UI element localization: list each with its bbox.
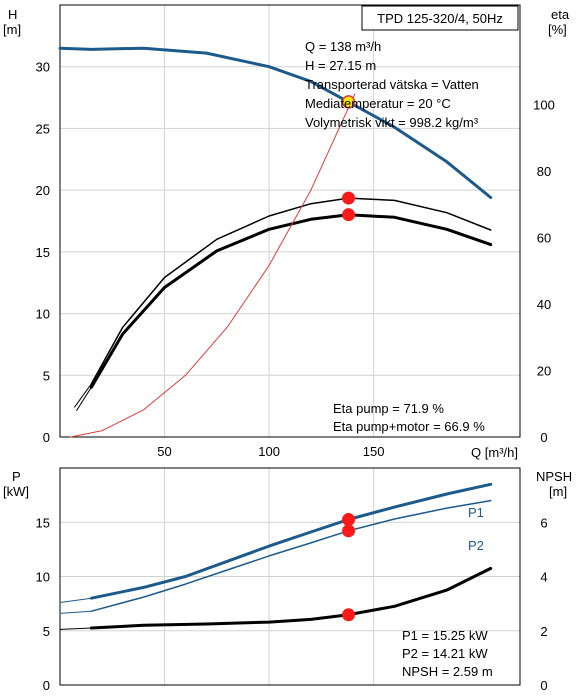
bottom-grid	[60, 468, 520, 685]
system-curve	[70, 93, 356, 438]
eta-text-block: Eta pump = 71.9 % Eta pump+motor = 66.9 …	[333, 401, 485, 434]
title-box: TPD 125-320/4, 50Hz	[361, 5, 519, 31]
duty-point-marker	[341, 95, 356, 109]
top-curve-extension	[74, 383, 92, 408]
top-right-axis-label-2: [%]	[548, 22, 567, 37]
top-left-tick-label: 10	[36, 307, 50, 322]
bot-left-tick-label: 5	[43, 624, 50, 639]
bottom-markers	[342, 513, 356, 622]
top-left-tick-label: 25	[36, 121, 50, 136]
eta-pump-motor-curve	[89, 213, 493, 389]
bot-right-tick-label: 4	[540, 570, 547, 585]
p1-curve	[89, 482, 493, 600]
x-tick-label: 100	[258, 444, 280, 459]
top-right-tick-label: 40	[537, 297, 551, 312]
bot-right-tick-label: 6	[540, 515, 547, 530]
top-left-axis-label-1: H	[8, 7, 17, 22]
top-tick-labels: 0 5 10 15 20 25 30 0 20 40 60 80 100 50 100 150	[36, 60, 555, 459]
top-left-tick-label: 5	[43, 368, 50, 383]
bot-left-tick-label: 15	[36, 515, 50, 530]
top-curve-extension	[76, 386, 92, 411]
top-left-tick-label: 15	[36, 245, 50, 260]
top-left-tick-label: 30	[36, 60, 50, 75]
top-left-tick-label: 20	[36, 183, 50, 198]
bot-right-tick-label: 0	[540, 678, 547, 693]
operating-point-marker	[342, 191, 356, 205]
npsh-value-text: NPSH = 2.59 m	[402, 664, 493, 679]
p2-value-text: P2 = 14.21 kW	[402, 646, 488, 661]
bot-left-tick-label: 10	[36, 570, 50, 585]
info-line-q: Q = 138 m³/h	[305, 39, 381, 54]
top-right-tick-label: 20	[537, 364, 551, 379]
top-series	[58, 46, 493, 438]
operating-point-marker	[342, 513, 356, 527]
series-label-p2: P2	[468, 538, 484, 553]
top-left-axis-label-2: [m]	[3, 22, 21, 37]
x-axis-label: Q [m³/h]	[471, 445, 518, 460]
top-right-tick-label: 100	[533, 98, 555, 113]
bottom-plot-frame	[59, 467, 521, 686]
info-text-block: Q = 138 m³/h H = 27.15 m Transporterad v…	[305, 39, 479, 130]
bottom-left-axis-label-1: P	[12, 469, 21, 484]
bot-left-tick-label: 0	[43, 678, 50, 693]
operating-point-marker	[342, 208, 356, 222]
bottom-panel: P [kW] NPSH [m] 0 5 10 15 0 2 4 6 P1 P2 P1 = 15…	[3, 467, 572, 693]
p2-curve	[90, 499, 492, 612]
eta-pump-curve	[90, 197, 492, 385]
power-text-block: P1 = 15.25 kW P2 = 14.21 kW NPSH = 2.59 …	[402, 628, 493, 679]
bottom-right-axis-label-2: [m]	[549, 484, 567, 499]
info-line-density: Volymetrisk vikt = 998.2 kg/m³	[305, 115, 479, 130]
top-plot-frame	[59, 4, 521, 438]
top-right-axis-label-1: eta	[551, 7, 570, 22]
x-tick-label: 150	[363, 444, 385, 459]
title-box-frame	[361, 5, 519, 31]
top-markers	[341, 95, 356, 222]
x-tick-label: 50	[157, 444, 171, 459]
bottom-tick-labels: 0 5 10 15 0 2 4 6	[36, 515, 548, 693]
top-right-tick-label: 60	[537, 231, 551, 246]
top-grid	[60, 5, 520, 437]
bot-curve-extension	[59, 627, 92, 630]
h-curve	[58, 46, 493, 199]
info-line-h: H = 27.15 m	[305, 58, 376, 73]
eta-pump-text: Eta pump = 71.9 %	[333, 401, 444, 416]
npsh-curve	[89, 566, 493, 630]
bot-curve-extension	[59, 597, 92, 603]
series-label-p1: P1	[468, 505, 484, 520]
top-panel: H [m] eta [%] TPD 125-320/4, 50Hz 0 5 10 15…	[3, 4, 570, 460]
bot-curve-extension	[59, 610, 92, 614]
chart-title: TPD 125-320/4, 50Hz	[377, 11, 503, 26]
top-right-tick-label: 80	[537, 164, 551, 179]
bottom-series	[59, 482, 493, 630]
bottom-right-axis-label-1: NPSH	[536, 469, 572, 484]
eta-pump-motor-text: Eta pump+motor = 66.9 %	[333, 419, 485, 434]
top-right-tick-label: 0	[540, 430, 547, 445]
operating-point-marker	[342, 524, 356, 538]
bot-right-tick-label: 2	[540, 624, 547, 639]
operating-point-marker	[342, 608, 356, 622]
top-left-tick-label: 0	[43, 430, 50, 445]
info-line-fluid: Transporterad vätska = Vatten	[305, 77, 479, 92]
p1-value-text: P1 = 15.25 kW	[402, 628, 488, 643]
info-line-temp: Mediatemperatur = 20 °C	[305, 96, 451, 111]
bottom-left-axis-label-2: [kW]	[3, 484, 29, 499]
